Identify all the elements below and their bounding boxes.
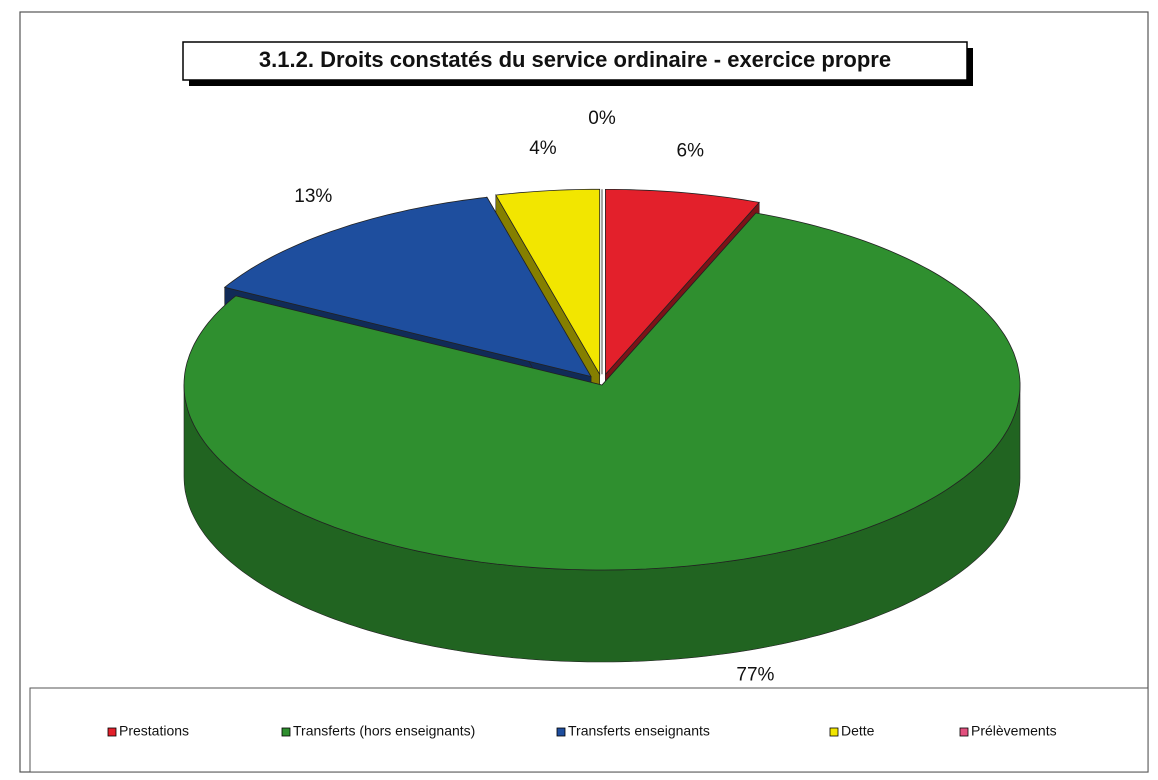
slice-top xyxy=(605,189,760,376)
legend-swatch xyxy=(829,727,839,737)
legend-swatch xyxy=(107,727,117,737)
legend-swatch xyxy=(959,727,969,737)
data-label: 6% xyxy=(677,140,705,161)
pie-slice xyxy=(183,212,1021,663)
title-box xyxy=(182,41,968,81)
chart-title: 3.1.2. Droits constatés du service ordin… xyxy=(259,47,891,72)
legend-swatch xyxy=(281,727,291,737)
legend-swatch xyxy=(556,727,566,737)
legend-label: Prélèvements xyxy=(971,723,1057,739)
slice-top xyxy=(495,188,601,376)
data-label: 4% xyxy=(529,138,557,159)
data-label: 77% xyxy=(736,665,774,686)
legend-label: Transferts enseignants xyxy=(568,723,710,739)
slice-top xyxy=(223,196,592,378)
legend-label: Prestations xyxy=(119,723,189,739)
slice-top xyxy=(183,212,1021,571)
data-label: 0% xyxy=(588,108,616,129)
data-label: 13% xyxy=(294,186,332,207)
legend-label: Transferts (hors enseignants) xyxy=(293,723,475,739)
legend-label: Dette xyxy=(841,723,875,739)
